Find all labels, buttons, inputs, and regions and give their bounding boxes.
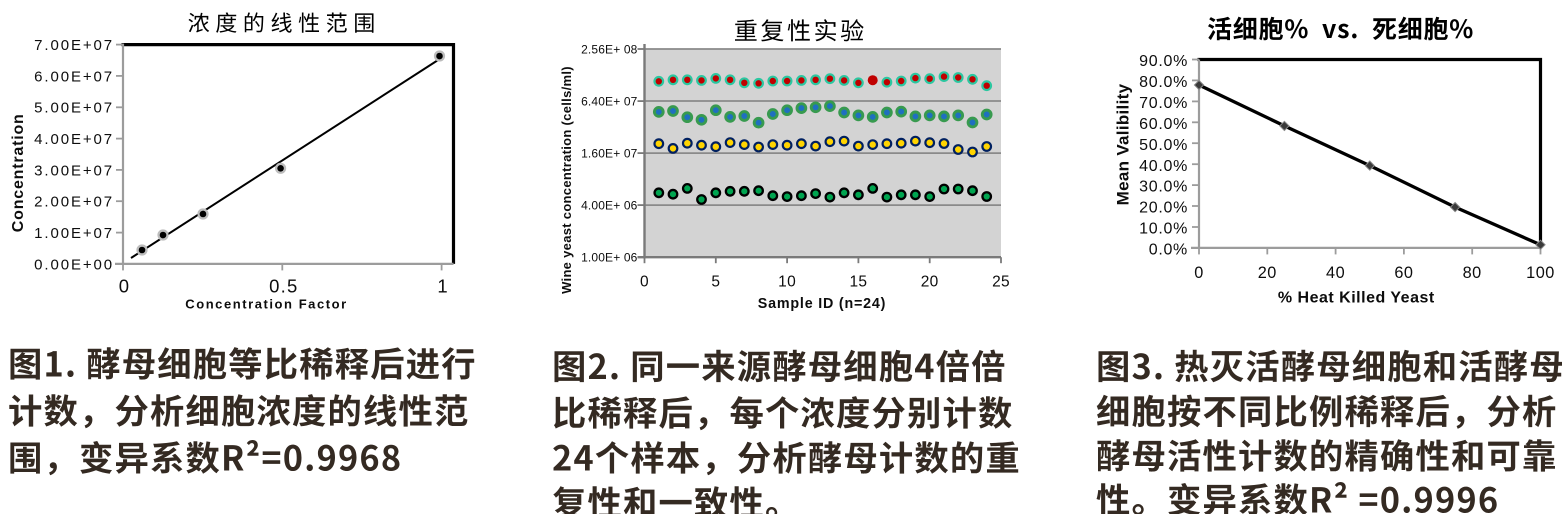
svg-text:20.0%: 20.0% bbox=[1139, 200, 1188, 217]
svg-text:90.0%: 90.0% bbox=[1139, 53, 1188, 70]
svg-text:20: 20 bbox=[921, 274, 939, 291]
svg-text:25: 25 bbox=[992, 274, 1010, 291]
svg-text:5: 5 bbox=[711, 274, 720, 291]
svg-text:6.00E+07: 6.00E+07 bbox=[34, 68, 114, 85]
svg-text:60.0%: 60.0% bbox=[1139, 116, 1188, 133]
svg-text:50.0%: 50.0% bbox=[1139, 137, 1188, 154]
svg-text:60: 60 bbox=[1394, 264, 1413, 282]
svg-text:10: 10 bbox=[778, 274, 796, 291]
svg-text:1.00E+07: 1.00E+07 bbox=[34, 225, 114, 242]
svg-text:4.00E+ 06: 4.00E+ 06 bbox=[581, 198, 638, 212]
svg-text:0.0%: 0.0% bbox=[1149, 242, 1188, 259]
svg-text:Mean Valibility: Mean Valibility bbox=[1114, 83, 1133, 205]
svg-text:% Heat Killed Yeast: % Heat Killed Yeast bbox=[1278, 289, 1435, 306]
svg-text:30.0%: 30.0% bbox=[1139, 179, 1188, 196]
svg-text:1.00E+ 06: 1.00E+ 06 bbox=[581, 251, 638, 265]
svg-text:2.00E+07: 2.00E+07 bbox=[34, 194, 114, 211]
svg-text:20: 20 bbox=[1258, 264, 1277, 282]
svg-text:1: 1 bbox=[437, 276, 449, 297]
svg-text:Concentration Factor: Concentration Factor bbox=[185, 297, 347, 312]
svg-text:Wine yeast concentration (cell: Wine yeast concentration (cells/ml) bbox=[559, 66, 574, 294]
svg-text:0: 0 bbox=[1194, 264, 1204, 282]
svg-text:Sample ID (n=24): Sample ID (n=24) bbox=[758, 296, 886, 312]
svg-text:0: 0 bbox=[119, 276, 131, 297]
svg-text:5.00E+07: 5.00E+07 bbox=[34, 100, 114, 117]
svg-text:2.56E+ 08: 2.56E+ 08 bbox=[581, 42, 638, 56]
svg-text:10.0%: 10.0% bbox=[1139, 221, 1188, 238]
svg-text:70.0%: 70.0% bbox=[1139, 95, 1188, 112]
svg-text:7.00E+07: 7.00E+07 bbox=[34, 37, 114, 54]
svg-text:80.0%: 80.0% bbox=[1139, 74, 1188, 91]
svg-text:100: 100 bbox=[1526, 264, 1555, 282]
svg-text:0: 0 bbox=[640, 274, 649, 291]
svg-text:80: 80 bbox=[1463, 264, 1482, 282]
svg-text:15: 15 bbox=[849, 274, 867, 291]
svg-text:3.00E+07: 3.00E+07 bbox=[34, 162, 114, 179]
svg-text:40.0%: 40.0% bbox=[1139, 158, 1188, 175]
svg-text:40: 40 bbox=[1326, 264, 1345, 282]
svg-text:1.60E+ 07: 1.60E+ 07 bbox=[581, 146, 638, 160]
svg-text:0.00E+00: 0.00E+00 bbox=[34, 256, 114, 273]
svg-text:4.00E+07: 4.00E+07 bbox=[34, 131, 114, 148]
svg-text:6.40E+ 07: 6.40E+ 07 bbox=[581, 94, 638, 108]
svg-text:Concentration: Concentration bbox=[10, 113, 27, 232]
svg-text:0.5: 0.5 bbox=[269, 276, 298, 297]
